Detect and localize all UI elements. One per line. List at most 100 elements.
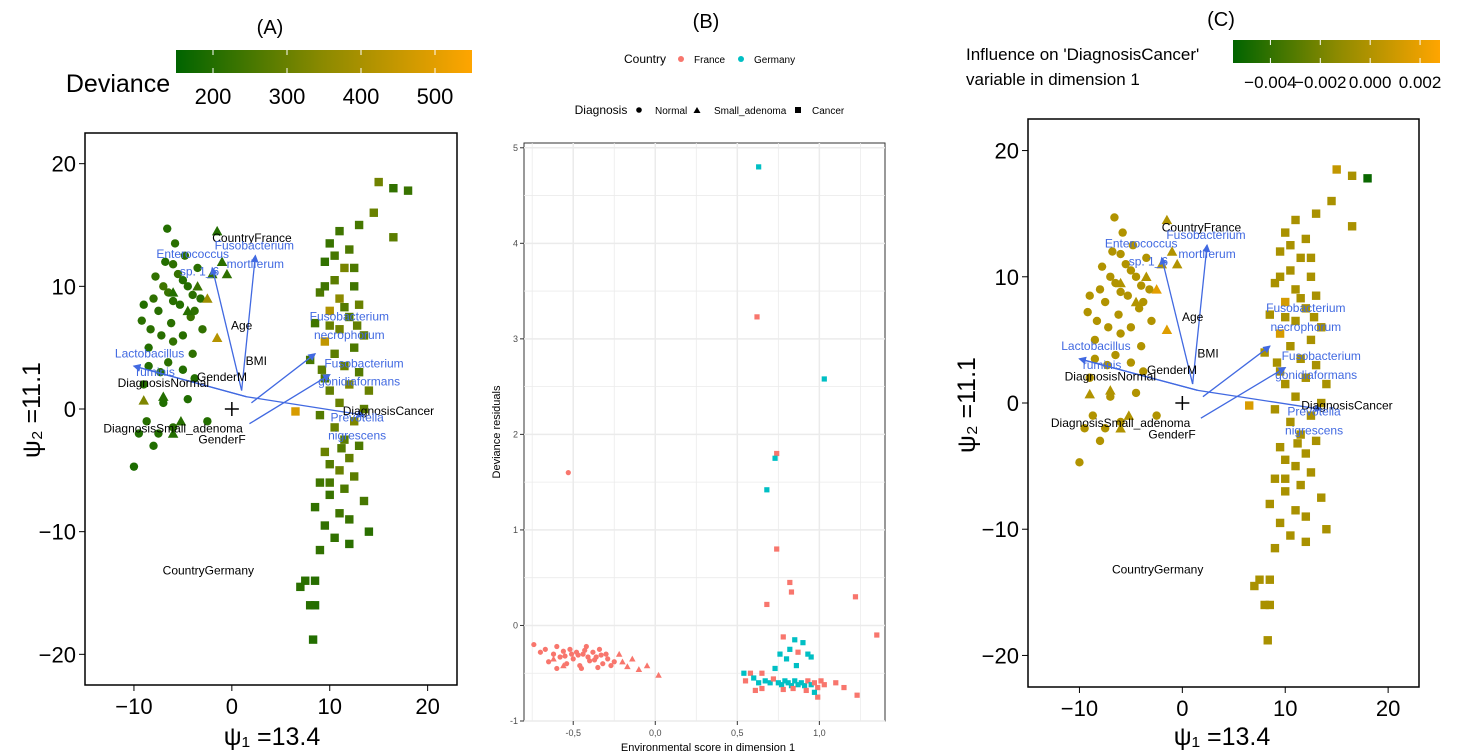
panel-c-variable-label: Age [1182, 310, 1204, 324]
panel-c-point [1161, 324, 1173, 334]
panel-b-point [759, 685, 765, 692]
panel-a-point [354, 300, 364, 309]
panel-c-point [1139, 367, 1148, 376]
panel-a-point [345, 380, 354, 389]
panel-c-point [1306, 272, 1316, 281]
panel-c-y-tick-label: −20 [982, 643, 1019, 668]
panel-c-x-tick-label: 10 [1273, 696, 1297, 721]
panel-b-point [550, 655, 557, 662]
panel-b-point [774, 450, 780, 457]
panel-b-point [590, 649, 596, 655]
legend-diagnosis-title: Diagnosis [575, 103, 628, 117]
panel-c-variable-label: necrophorum [1270, 320, 1341, 334]
panel-c-point [1270, 278, 1280, 288]
panel-a-point [202, 293, 213, 303]
panel-a-variable-label: CountryFrance [212, 231, 292, 245]
panel-c-point [1291, 215, 1300, 225]
panel-b-x-axis-label: Environmental score in dimension 1 [621, 742, 795, 753]
panel-b-point [568, 651, 575, 657]
panel-c-point [1121, 259, 1130, 269]
panel-c-point [1286, 266, 1295, 275]
panel-c-point [1286, 417, 1295, 427]
panel-c-point [1260, 600, 1269, 610]
panel-c-point [1151, 284, 1162, 294]
panel-a-point [320, 337, 330, 346]
panel-b-point [811, 680, 818, 686]
panel-a-point [170, 239, 180, 248]
panel-c-point [1084, 388, 1095, 399]
panel-c-point [1097, 262, 1107, 271]
panel-a-point [350, 263, 359, 273]
panel-a-point [211, 225, 223, 236]
panel-a-point [196, 294, 205, 303]
panel-b-point [554, 665, 560, 672]
panel-a-point [345, 515, 354, 524]
panel-a-point [403, 186, 413, 195]
panel-c-variable-label: DiagnosisSmall_adenoma [1051, 416, 1191, 430]
panel-b-point [795, 682, 801, 688]
panel-c-x-tick-label: −10 [1061, 696, 1098, 721]
panel-a-point [154, 306, 163, 316]
panel-b-point [629, 655, 636, 662]
panel-c-point [1286, 241, 1295, 250]
panel-a-variable-label: Fusobacterium [324, 356, 403, 370]
panel-a-y-tick-label: 20 [52, 152, 76, 177]
panel-b-y-tick-label: 3 [513, 334, 518, 344]
panel-a-variable-label: Fusobacterium [215, 239, 294, 253]
panel-a-point [198, 325, 207, 334]
panel-b-point [772, 455, 778, 461]
panel-a-point [354, 368, 364, 377]
panel-a-point [345, 453, 354, 463]
panel-c-point [1275, 518, 1285, 528]
panel-b-point [643, 662, 651, 669]
panel-a-point [192, 281, 203, 291]
panel-a-point [291, 407, 300, 416]
panel-a-point [354, 441, 364, 450]
panel-a-variable-label: sp. 1_6 [180, 264, 220, 278]
panel-a-colorbar-ticks: 200 300 400 500 [195, 50, 454, 109]
panel-a-point [315, 478, 325, 487]
panel-b-point [780, 634, 786, 640]
panel-b-point [798, 680, 804, 686]
panel-c: (C) Influence on 'DiagnosisCancer' varia… [953, 9, 1441, 751]
panel-a-point [325, 460, 334, 469]
panel-a-x-tick-label: 0 [226, 694, 238, 719]
panel-c-axes: −10 0 10 20 −20 −10 0 10 20 [982, 139, 1401, 721]
panel-c-variable-label: Fusobacterium [1282, 349, 1361, 363]
panel-a-colorbar-tick-label: 400 [343, 84, 380, 109]
panel-c-point [1126, 266, 1136, 275]
panel-a-colorbar-tick-label: 500 [417, 84, 454, 109]
panel-a-variable-label: necrophorum [314, 328, 385, 342]
panel-c-point [1301, 537, 1311, 547]
panel-a-point [330, 251, 339, 260]
panel-b-point [805, 678, 811, 684]
panel-c-point [1281, 312, 1290, 322]
panel-b-point [787, 579, 793, 586]
panel-a-point [175, 416, 187, 426]
panel-a-y-tick-label: −20 [39, 642, 76, 667]
panel-c-point [1347, 222, 1357, 231]
panel-c-points [1075, 165, 1372, 645]
panel-b-point [759, 670, 765, 676]
panel-a-variable-label: Enterococcus [156, 247, 229, 261]
panel-a-point [163, 224, 172, 233]
panel-a-point [144, 343, 153, 352]
legend-germany-label: Germany [754, 55, 795, 66]
panel-c-y-tick-label: −10 [982, 517, 1019, 542]
panel-b-point [615, 650, 623, 657]
panel-c-point [1116, 329, 1125, 338]
panel-a-point [337, 444, 346, 453]
panel-b-y-tick-label: -1 [510, 716, 518, 726]
panel-a-point [139, 380, 148, 389]
panel-c-variable-label: GenderF [1148, 427, 1195, 441]
panel-c-variable-label: nigrescens [1285, 424, 1343, 438]
panel-c-point [1301, 234, 1311, 244]
panel-c-variable-label: GenderM [1147, 363, 1197, 377]
panel-a-point [330, 276, 339, 285]
panel-b-point [560, 662, 567, 669]
panel-c-point [1363, 174, 1372, 183]
panel-c-point [1083, 307, 1092, 317]
panel-c-point [1281, 297, 1290, 307]
panel-c-point [1311, 360, 1321, 370]
